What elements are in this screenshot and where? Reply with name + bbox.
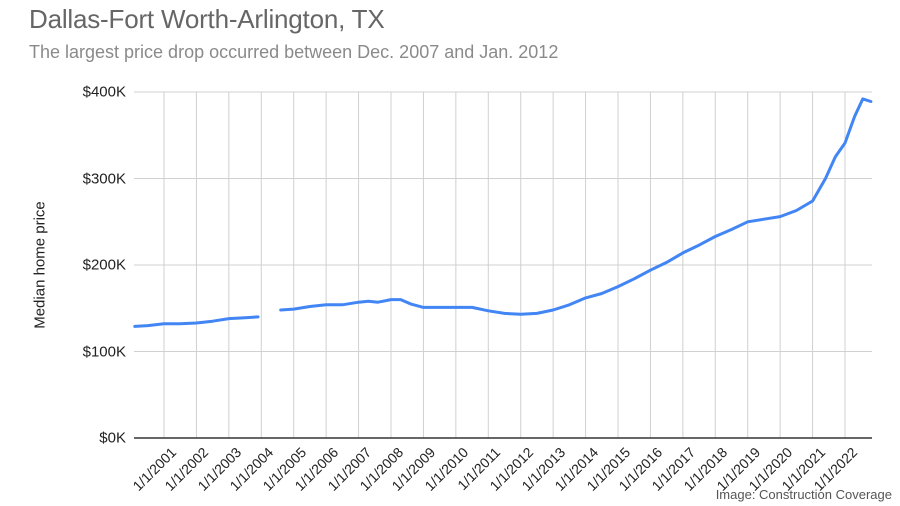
y-tick-label: $300K xyxy=(82,170,126,187)
median-price-line xyxy=(133,97,873,328)
gridlines xyxy=(134,91,872,438)
image-credit: Image: Construction Coverage xyxy=(715,487,892,502)
y-tick-label: $400K xyxy=(82,83,126,101)
y-tick-label: $0K xyxy=(99,429,126,447)
y-tick-label: $200K xyxy=(82,256,126,274)
chart-title: Dallas-Fort Worth-Arlington, TX xyxy=(29,4,385,34)
y-tick-label: $100K xyxy=(82,343,126,360)
chart-subtitle: The largest price drop occurred between … xyxy=(29,42,559,62)
